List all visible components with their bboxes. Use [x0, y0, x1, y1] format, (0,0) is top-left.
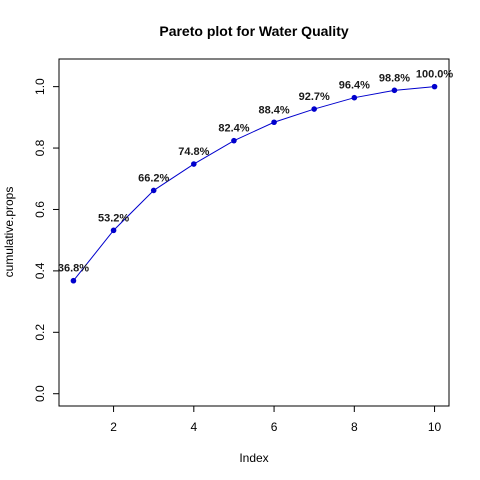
data-point — [391, 87, 398, 94]
data-label: 53.2% — [98, 212, 129, 224]
data-labels: 36.8% 53.2% 66.2% 74.8% 82.4% 88.4% 92.7% 96.4%… — [58, 69, 454, 275]
x-tick-label: 2 — [110, 420, 117, 434]
x-tick-label: 8 — [351, 420, 358, 434]
chart-title: Pareto plot for Water Quality — [159, 23, 348, 39]
data-point — [231, 137, 237, 144]
data-label: 82.4% — [218, 123, 249, 135]
data-label: 36.8% — [58, 263, 89, 275]
cumulative-series-line — [73, 86, 435, 282]
x-tick-label: 10 — [428, 420, 442, 434]
x-axis: 2 4 6 8 10 — [110, 406, 442, 434]
y-tick-label: 0.6 — [33, 201, 47, 218]
data-point — [351, 94, 358, 101]
data-points — [70, 83, 438, 284]
data-label: 96.4% — [339, 80, 370, 92]
y-tick-label: 0.2 — [33, 324, 47, 341]
y-tick-label: 0.0 — [33, 385, 47, 402]
data-label: 66.2% — [138, 172, 169, 184]
y-axis: 0.0 0.2 0.4 0.6 0.8 1.0 — [33, 78, 59, 402]
y-axis-label: cumulative.props — [2, 187, 16, 278]
data-point — [70, 277, 77, 284]
x-axis-label: Index — [239, 451, 268, 465]
data-point — [431, 83, 438, 90]
x-tick-label: 4 — [190, 420, 197, 434]
data-point — [191, 161, 197, 167]
data-label: 98.8% — [379, 72, 410, 84]
data-point — [271, 119, 277, 126]
data-label: 88.4% — [258, 104, 289, 116]
data-point — [150, 187, 157, 194]
y-tick-label: 0.4 — [33, 262, 47, 279]
data-label: 92.7% — [299, 91, 330, 103]
y-tick-label: 0.8 — [33, 139, 47, 156]
y-tick-label: 1.0 — [33, 78, 47, 95]
data-label: 100.0% — [416, 69, 454, 81]
x-tick-label: 6 — [271, 420, 278, 434]
plot-frame — [58, 58, 450, 407]
data-point — [110, 227, 117, 234]
data-label: 74.8% — [178, 146, 209, 158]
data-point — [311, 106, 317, 112]
